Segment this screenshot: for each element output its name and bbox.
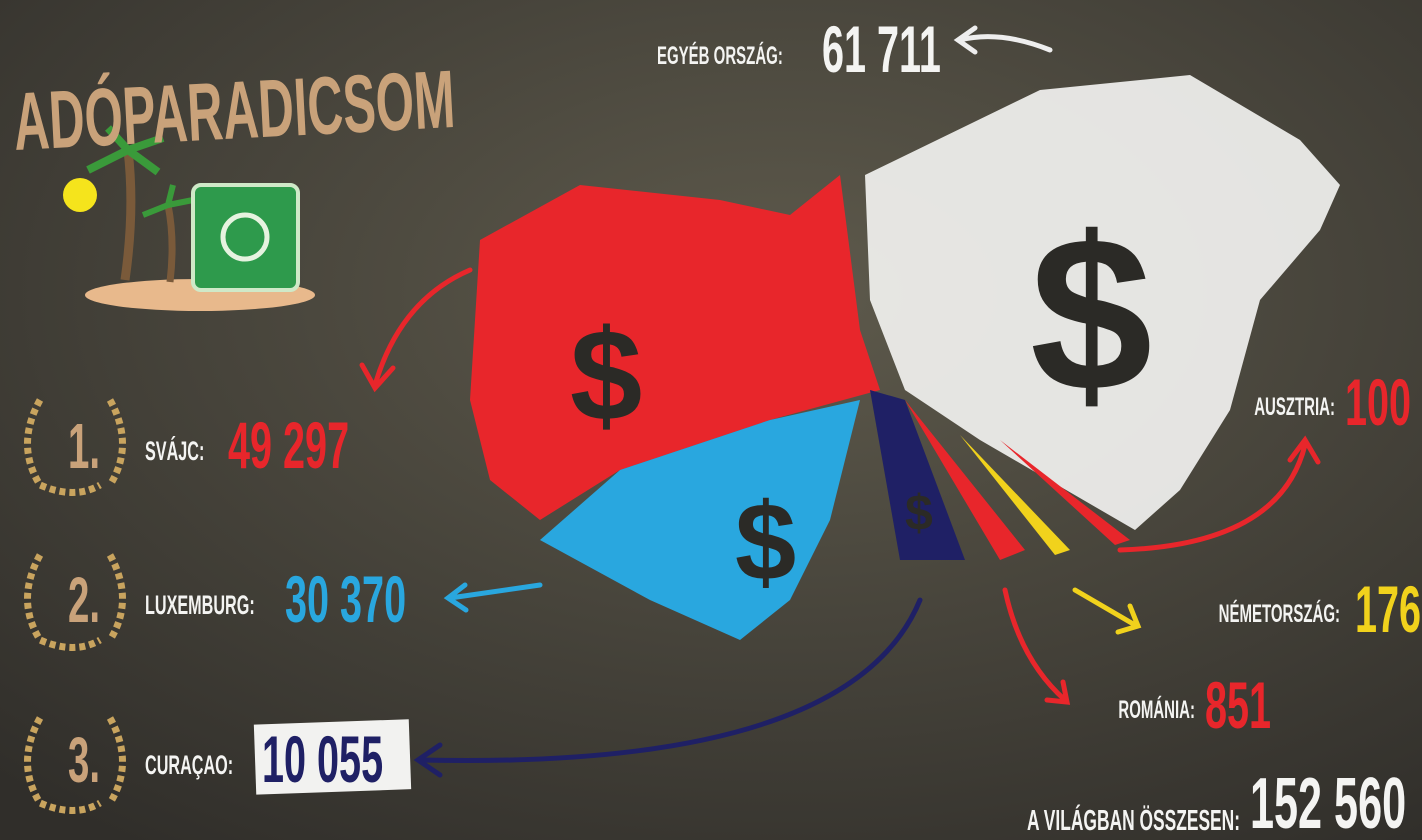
country: CURAÇAO: [145, 750, 233, 780]
country: LUXEMBURG: [145, 590, 255, 620]
country: AUSZTRIA: [1254, 393, 1335, 421]
value: 10 055 [262, 723, 383, 797]
country: ROMÁNIA: [1118, 696, 1195, 724]
total-label: A VILÁGBAN ÖSSZESEN: [1027, 803, 1240, 837]
value: 176 [1355, 573, 1421, 647]
rank: 2. [68, 565, 100, 637]
dollar-signs: $ $ $ $ [570, 191, 1152, 604]
country: SVÁJC: [145, 436, 204, 466]
value: 100 [1345, 366, 1411, 440]
pie-shapes: $ $ $ $ [470, 75, 1340, 640]
country: EGYÉB ORSZÁG: [657, 42, 783, 70]
value: 49 297 [228, 409, 349, 483]
svg-text:$: $ [570, 302, 642, 448]
value-highlight [253, 719, 412, 795]
value: 851 [1205, 669, 1271, 743]
svg-text:$: $ [1030, 191, 1152, 437]
arrows [359, 25, 1321, 778]
svg-text:$: $ [905, 485, 933, 541]
total-value: 152 560 [1250, 763, 1406, 840]
value: 30 370 [285, 563, 406, 637]
value: 61 711 [822, 13, 941, 87]
svg-text:$: $ [735, 481, 796, 604]
island-icon [63, 125, 315, 311]
rank: 3. [68, 725, 100, 797]
rank: 1. [68, 411, 100, 483]
country: NÉMETORSZÁG: [1219, 600, 1340, 628]
laurels [24, 398, 126, 814]
